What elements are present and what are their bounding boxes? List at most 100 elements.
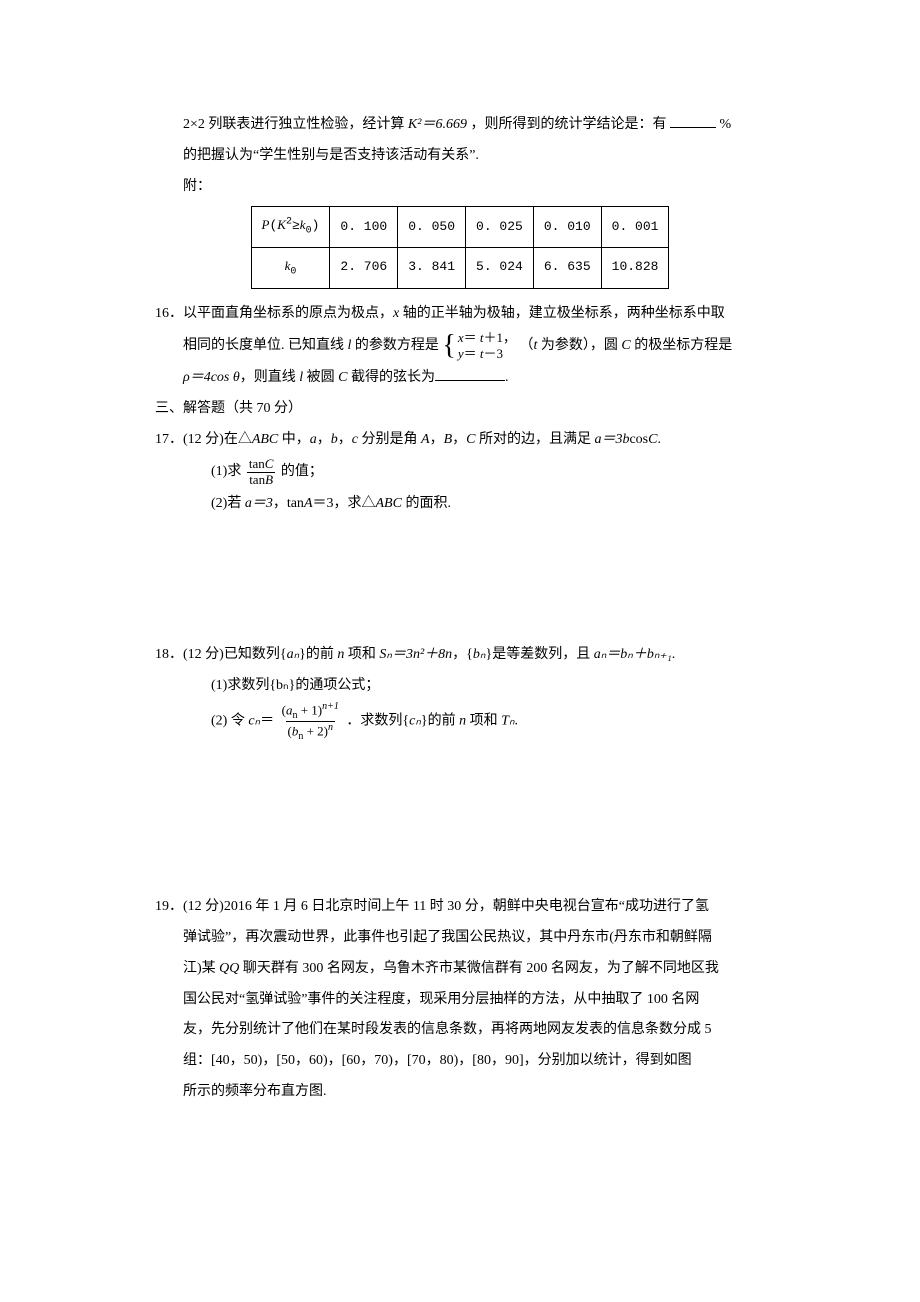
q18-part2: (2) 令 cₙ＝ (an + 1)n+1 (bn + 2)n ．求数列{cₙ}…: [211, 701, 765, 742]
q16-num: 16．: [155, 306, 183, 321]
Sn: Sₙ＝3n²＋8n: [379, 647, 452, 662]
q16-line1: 16．以平面直角坐标系的原点为极点，x 轴的正半轴为极轴，建立极坐标系，两种坐标…: [155, 299, 765, 330]
q15-attach: 附：: [183, 172, 765, 203]
C: C: [621, 338, 630, 353]
q15-line2: 的把握认为“学生性别与是否支持该活动有关系”.: [183, 141, 765, 172]
t: 轴的正半轴为极轴，建立极坐标系，两种坐标系中取: [399, 306, 725, 321]
c: ，: [430, 432, 444, 447]
num: (an + 1)n+1: [280, 701, 341, 721]
q19-line2: 弹试验”，再次震动世界，此事件也引起了我国公民热议，其中丹东市(丹东市和朝鲜隔: [183, 923, 765, 954]
q16-line3: ρ＝4cos θ，则直线 l 被圆 C 截得的弦长为.: [183, 363, 765, 394]
bn: bₙ: [473, 647, 486, 662]
cell: 5. 024: [466, 247, 534, 288]
A: A: [421, 432, 430, 447]
q17-part2: (2)若 a＝3，tanA＝3，求△ABC 的面积.: [211, 489, 765, 520]
t: 被圆: [303, 370, 338, 385]
ABC: ABC: [376, 496, 402, 511]
cn: cₙ: [248, 714, 260, 729]
c: ，: [452, 432, 466, 447]
cell: 0. 001: [601, 207, 669, 248]
cell: 0. 100: [330, 207, 398, 248]
t: ，求△: [334, 496, 376, 511]
q19-line4: 国公民对“氢弹试验”事件的关注程度，现采用分层抽样的方法，从中抽取了 100 名…: [183, 985, 765, 1016]
t: 分别是角: [358, 432, 421, 447]
frac-tan: tanC tanB: [247, 457, 276, 487]
t: ．求数列{: [346, 714, 409, 729]
t: }的前: [421, 714, 459, 729]
pts: (12 分): [183, 899, 224, 914]
t: 2016 年 1 月 6 日北京时间上午 11 时 30 分，朝鲜中央电视台宣布…: [224, 899, 709, 914]
q15-line1: 2×2 列联表进行独立性检验，经计算 K²＝6.669 ，则所得到的统计学结论是…: [183, 110, 765, 141]
q17-num: 17．: [155, 432, 183, 447]
B: B: [444, 432, 453, 447]
table-row: P(K2≥k0) 0. 100 0. 050 0. 025 0. 010 0. …: [251, 207, 669, 248]
q19-line6: 组：[40，50)，[50，60)，[60，70)，[70，80)，[80，90…: [183, 1046, 765, 1077]
q19-line3: 江)某 QQ 聊天群有 300 名网友，乌鲁木齐市某微信群有 200 名网友，为…: [183, 954, 765, 985]
q17-part1: (1)求 tanC tanB 的值；: [211, 455, 765, 489]
q18-part1: (1)求数列{bₙ}的通项公式；: [211, 671, 765, 702]
t: ，{: [452, 647, 473, 662]
eq1: a＝3: [245, 496, 273, 511]
q18-stem: 18．(12 分)已知数列{aₙ}的前 n 项和 Sₙ＝3n²＋8n，{bₙ}是…: [155, 640, 765, 671]
th-prob: P(K2≥k0): [251, 207, 330, 248]
q16-line2: 相同的长度单位. 已知直线 l 的参数方程是 { x＝ t＋1， y＝ t－3 …: [183, 329, 765, 363]
eq: ＝: [260, 714, 274, 729]
q19-line7: 所示的频率分布直方图.: [183, 1077, 765, 1108]
case-bot: y＝ t－3: [458, 346, 516, 362]
q15-text-1b: ，则所得到的统计学结论是：有: [470, 117, 666, 132]
cell: 6. 635: [533, 247, 601, 288]
t: (1)求: [211, 464, 241, 479]
an: aₙ: [287, 647, 300, 662]
cell: 0. 025: [466, 207, 534, 248]
period: .: [505, 370, 509, 385]
q19-line5: 友，先分别统计了他们在某时段发表的信息条数，再将两地网友发表的信息条数分成 5: [183, 1015, 765, 1046]
t: }的前: [299, 647, 337, 662]
q15-table: P(K2≥k0) 0. 100 0. 050 0. 025 0. 010 0. …: [251, 206, 670, 288]
cell: 3. 841: [398, 247, 466, 288]
p: .: [657, 432, 661, 447]
t: 聊天群有 300 名网友，乌鲁木齐市某微信群有 200 名网友，为了解不同地区我: [239, 961, 719, 976]
b: b: [331, 432, 338, 447]
gap: [155, 742, 765, 892]
pts: (12 分): [183, 432, 224, 447]
q18-num: 18．: [155, 647, 183, 662]
rel: aₙ＝bₙ＋bₙ₊₁: [594, 647, 672, 662]
q19-line1: 19．(12 分)2016 年 1 月 6 日北京时间上午 11 时 30 分，…: [155, 892, 765, 923]
den: tanB: [247, 472, 275, 487]
q15-blank: [670, 113, 716, 128]
t: }是等差数列，且: [485, 647, 593, 662]
section-3-heading: 三、解答题（共 70 分）: [155, 394, 765, 425]
t: 的值；: [281, 464, 323, 479]
t: 的面积.: [402, 496, 451, 511]
cell: 0. 050: [398, 207, 466, 248]
t: 的极坐标方程是: [631, 338, 733, 353]
q16-blank: [435, 366, 505, 381]
t: 已知数列{: [224, 647, 287, 662]
q15-text-1c: %: [719, 117, 731, 132]
t: 项和: [344, 647, 379, 662]
Tn: Tₙ: [501, 714, 514, 729]
p: .: [515, 714, 519, 729]
cases: { x＝ t＋1， y＝ t－3: [442, 330, 516, 363]
t: 相同的长度单位. 已知直线: [183, 338, 348, 353]
rho-eq: ρ＝4cos θ: [183, 370, 240, 385]
c: ，: [338, 432, 352, 447]
t: 江)某: [183, 961, 219, 976]
t: 为参数），圆: [537, 338, 621, 353]
case-top: x＝ t＋1，: [458, 330, 516, 346]
t: 中，: [278, 432, 310, 447]
p: .: [672, 647, 676, 662]
cell: 0. 010: [533, 207, 601, 248]
c: ，: [317, 432, 331, 447]
t: 以平面直角坐标系的原点为极点，: [183, 306, 393, 321]
t: 所对的边，且满足: [475, 432, 594, 447]
a: a: [310, 432, 317, 447]
t: 的参数方程是: [351, 338, 442, 353]
cn: cₙ: [409, 714, 421, 729]
C: C: [338, 370, 347, 385]
c: ，: [273, 496, 287, 511]
t: （: [520, 338, 534, 353]
t: 在△: [224, 432, 252, 447]
frac-cn: (an + 1)n+1 (bn + 2)n: [280, 701, 341, 742]
q19-num: 19．: [155, 899, 183, 914]
